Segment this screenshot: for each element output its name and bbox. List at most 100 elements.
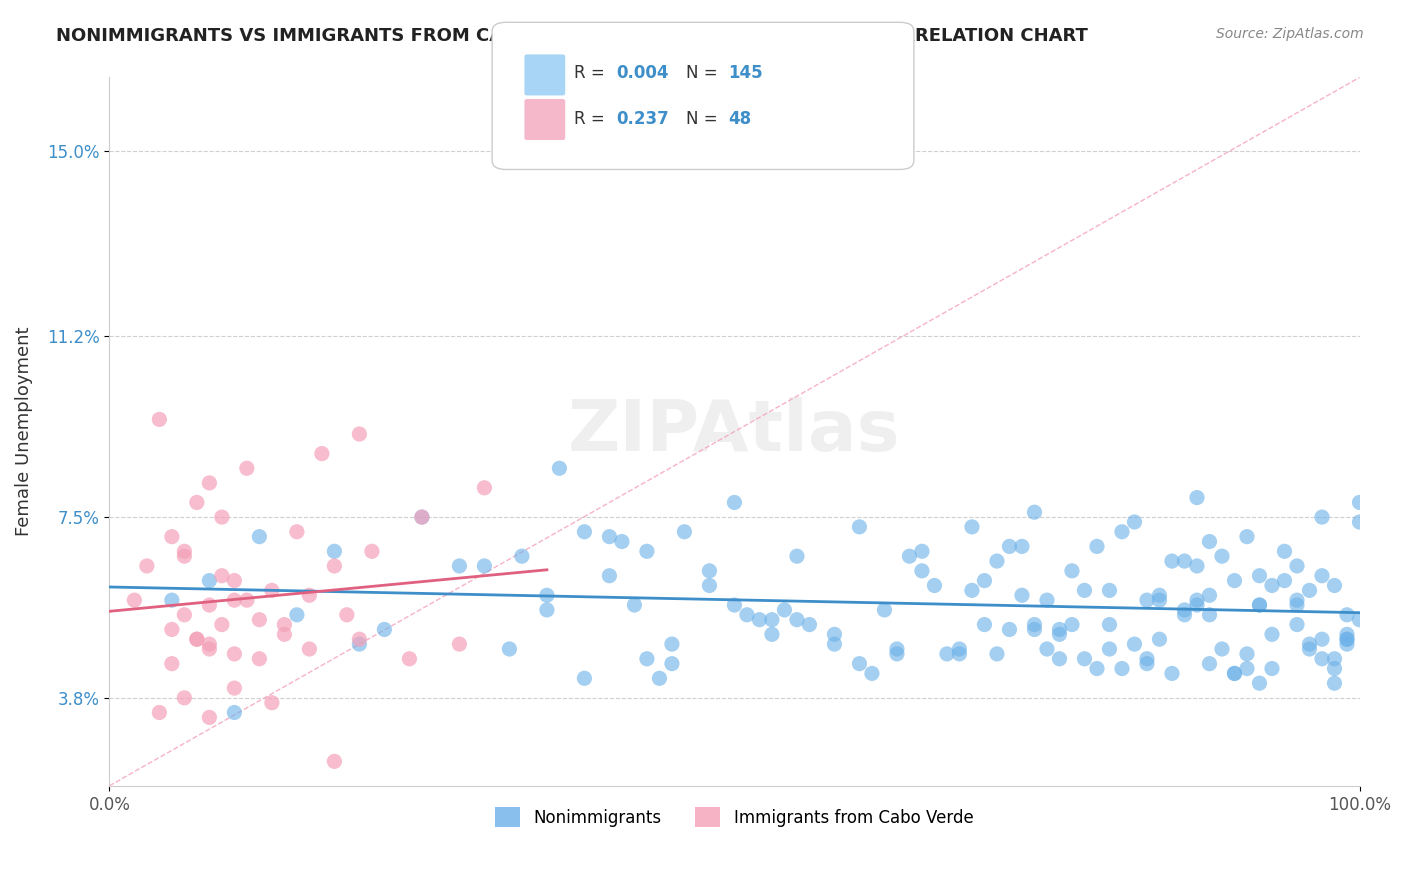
Point xyxy=(1173,603,1195,617)
Point xyxy=(873,603,896,617)
Point xyxy=(1111,524,1133,539)
Point xyxy=(198,475,221,490)
Point xyxy=(886,647,908,661)
Point xyxy=(1236,661,1258,675)
Point xyxy=(186,632,208,647)
Point xyxy=(1261,578,1284,592)
Text: R =: R = xyxy=(574,64,610,82)
Point xyxy=(148,706,170,720)
Point xyxy=(247,613,270,627)
Point xyxy=(323,558,346,573)
Point xyxy=(886,642,908,657)
Text: NONIMMIGRANTS VS IMMIGRANTS FROM CABO VERDE FEMALE UNEMPLOYMENT CORRELATION CHAR: NONIMMIGRANTS VS IMMIGRANTS FROM CABO VE… xyxy=(56,27,1088,45)
Point xyxy=(973,617,995,632)
Point xyxy=(411,510,433,524)
Point xyxy=(636,652,658,666)
Point xyxy=(135,558,157,573)
Point xyxy=(323,755,346,769)
Point xyxy=(373,623,395,637)
Point xyxy=(998,540,1021,554)
Text: 0.004: 0.004 xyxy=(616,64,668,82)
Point xyxy=(1149,593,1171,607)
Point xyxy=(260,583,283,598)
Point xyxy=(723,495,745,509)
Point xyxy=(510,549,533,564)
Point xyxy=(699,564,721,578)
Point xyxy=(986,554,1008,568)
Point xyxy=(848,657,870,671)
Point xyxy=(285,607,308,622)
Point xyxy=(1336,632,1358,647)
Point xyxy=(173,690,195,705)
Point xyxy=(936,647,959,661)
Point xyxy=(211,510,233,524)
Point xyxy=(224,681,246,695)
Point xyxy=(1198,657,1220,671)
Point xyxy=(160,593,183,607)
Point xyxy=(823,637,845,651)
Point xyxy=(1298,637,1320,651)
Point xyxy=(1310,652,1333,666)
Point xyxy=(1024,623,1046,637)
Point xyxy=(924,578,946,592)
Point xyxy=(761,627,783,641)
Point xyxy=(1185,558,1208,573)
Point xyxy=(1336,637,1358,651)
Point xyxy=(1123,515,1146,529)
Point xyxy=(449,558,471,573)
Point xyxy=(1323,661,1346,675)
Point xyxy=(1211,549,1233,564)
Point xyxy=(474,481,496,495)
Point xyxy=(498,642,520,657)
Point xyxy=(911,544,934,558)
Point xyxy=(236,593,259,607)
Point xyxy=(699,578,721,592)
Point xyxy=(336,607,359,622)
Point xyxy=(1323,652,1346,666)
Point xyxy=(998,623,1021,637)
Point xyxy=(298,588,321,602)
Point xyxy=(1198,607,1220,622)
Point xyxy=(799,617,821,632)
Point xyxy=(1073,583,1095,598)
Point xyxy=(1073,652,1095,666)
Point xyxy=(761,613,783,627)
Point xyxy=(898,549,921,564)
Point xyxy=(911,564,934,578)
Point xyxy=(1123,637,1146,651)
Text: R =: R = xyxy=(574,110,610,128)
Point xyxy=(1285,598,1308,612)
Point xyxy=(610,534,633,549)
Point xyxy=(1149,632,1171,647)
Point xyxy=(735,607,758,622)
Point xyxy=(948,642,970,657)
Point xyxy=(1310,632,1333,647)
Point xyxy=(723,598,745,612)
Point xyxy=(1298,583,1320,598)
Point xyxy=(173,607,195,622)
Point xyxy=(1348,495,1371,509)
Point xyxy=(1236,647,1258,661)
Point xyxy=(1085,661,1108,675)
Point xyxy=(1060,617,1083,632)
Point xyxy=(1173,607,1195,622)
Y-axis label: Female Unemployment: Female Unemployment xyxy=(15,326,32,536)
Point xyxy=(1098,642,1121,657)
Point xyxy=(623,598,645,612)
Point xyxy=(236,461,259,475)
Point xyxy=(1285,593,1308,607)
Point xyxy=(1249,676,1271,690)
Text: 0.237: 0.237 xyxy=(616,110,669,128)
Point xyxy=(211,617,233,632)
Point xyxy=(773,603,796,617)
Point xyxy=(598,568,620,582)
Text: 145: 145 xyxy=(728,64,763,82)
Point xyxy=(1274,544,1296,558)
Point xyxy=(1049,652,1071,666)
Point xyxy=(349,637,371,651)
Point xyxy=(186,495,208,509)
Point xyxy=(1136,593,1159,607)
Point xyxy=(1336,627,1358,641)
Text: Source: ZipAtlas.com: Source: ZipAtlas.com xyxy=(1216,27,1364,41)
Point xyxy=(1024,617,1046,632)
